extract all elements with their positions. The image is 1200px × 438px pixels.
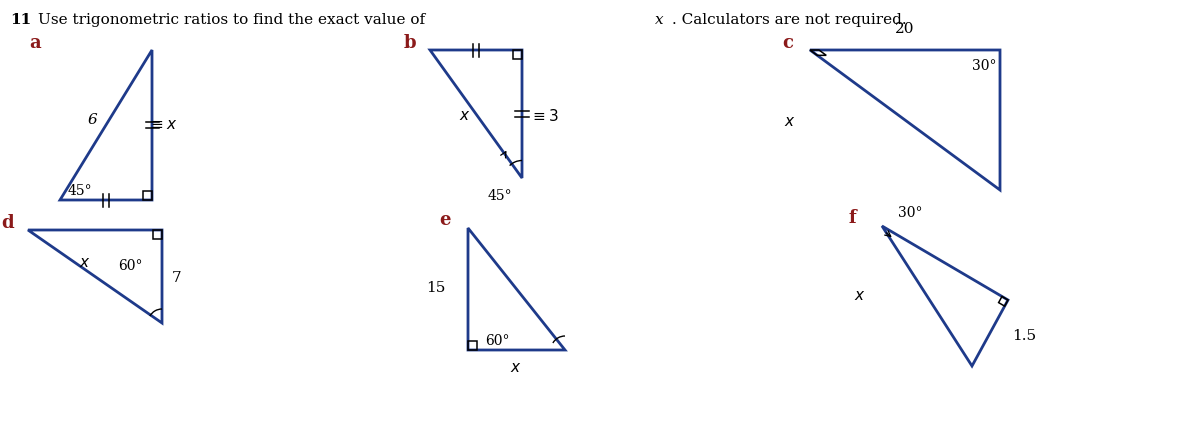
Text: $x$: $x$ (854, 289, 865, 303)
Text: $x$: $x$ (79, 256, 91, 270)
Text: 30°: 30° (898, 206, 923, 220)
Text: a: a (29, 34, 41, 52)
Text: 11: 11 (10, 13, 31, 27)
Text: $x$: $x$ (510, 361, 522, 375)
Text: x: x (655, 13, 664, 27)
Text: 30°: 30° (972, 59, 996, 73)
Text: Use trigonometric ratios to find the exact value of: Use trigonometric ratios to find the exa… (38, 13, 430, 27)
Text: c: c (782, 34, 793, 52)
Text: 60°: 60° (118, 259, 143, 273)
Text: 15: 15 (426, 281, 445, 295)
Text: b: b (403, 34, 416, 52)
Text: 7: 7 (172, 271, 181, 285)
Text: e: e (439, 211, 451, 229)
Text: 45°: 45° (68, 184, 92, 198)
Text: . Calculators are not required.: . Calculators are not required. (672, 13, 907, 27)
Text: $\equiv 3$: $\equiv 3$ (530, 108, 559, 124)
Text: $x$: $x$ (785, 115, 796, 129)
Text: 45°: 45° (487, 189, 512, 203)
Text: 6: 6 (88, 113, 97, 127)
Text: $x$: $x$ (460, 109, 470, 123)
Text: 1.5: 1.5 (1012, 329, 1036, 343)
Text: $\equiv x$: $\equiv x$ (148, 118, 178, 132)
Text: 60°: 60° (485, 334, 510, 348)
Text: f: f (848, 209, 856, 227)
Text: d: d (1, 214, 14, 232)
Text: 20: 20 (895, 22, 914, 36)
